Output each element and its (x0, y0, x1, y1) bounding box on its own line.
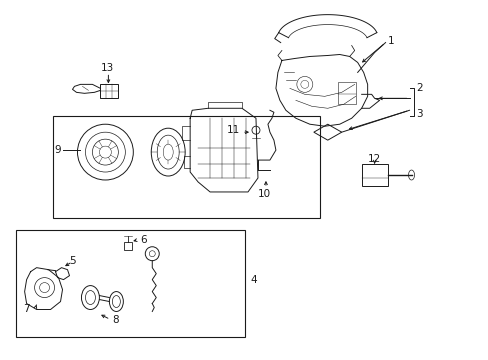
Text: 8: 8 (112, 315, 119, 325)
Bar (361, 164, 387, 186)
Text: 3: 3 (416, 109, 422, 119)
Text: 9: 9 (54, 145, 61, 155)
Bar (16, 230, 244, 337)
Text: 7: 7 (22, 305, 29, 315)
Text: 4: 4 (249, 275, 256, 285)
Text: 1: 1 (387, 36, 393, 46)
Bar (337, 82, 355, 104)
Text: 5: 5 (69, 256, 75, 266)
Text: 10: 10 (258, 189, 270, 199)
Text: 2: 2 (416, 84, 422, 93)
Text: 13: 13 (100, 63, 113, 73)
Bar (52, 116, 319, 218)
Bar (100, 84, 118, 98)
Text: 11: 11 (226, 125, 240, 135)
Text: 12: 12 (367, 154, 380, 164)
Text: 6: 6 (140, 235, 146, 245)
Bar (124, 242, 132, 250)
